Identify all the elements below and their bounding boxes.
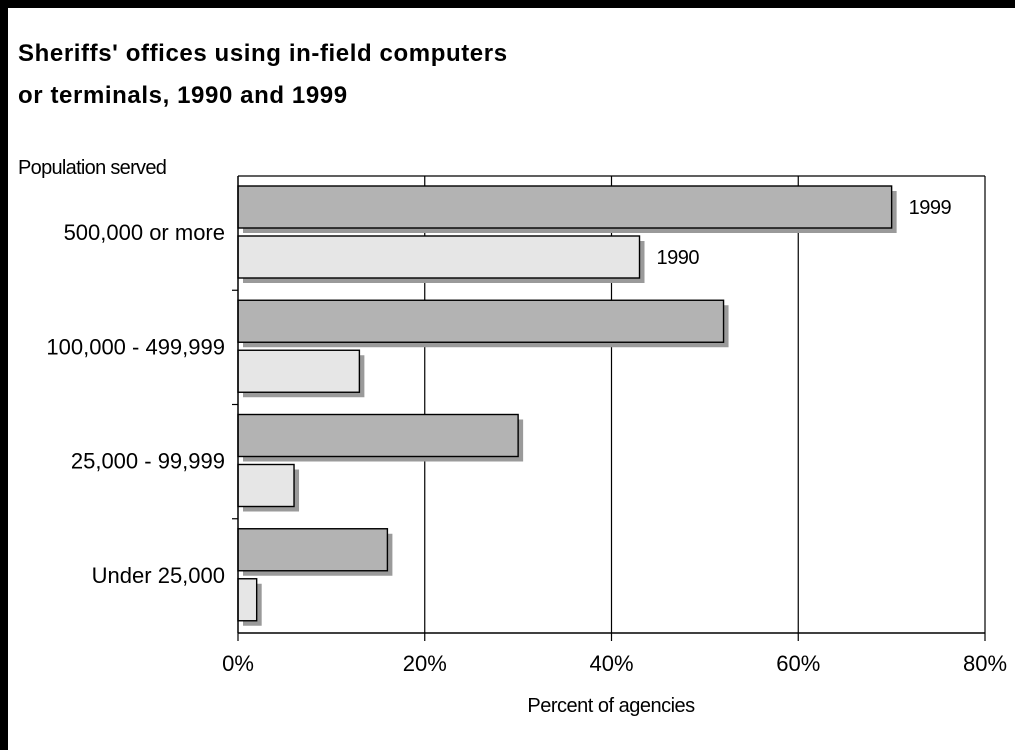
series-label-1999: 1999 [909,197,952,219]
bar-1990 [237,349,361,393]
bars [237,185,893,622]
x-tick-label: 40% [589,651,633,676]
bar-1990 [237,235,641,279]
category-label: 100,000 - 499,999 [46,334,225,359]
bar-1990 [237,578,258,622]
x-tick-label: 80% [963,651,1007,676]
x-tick-label: 20% [403,651,447,676]
chart-title-line-1: Sheriffs' offices using in-field compute… [18,40,508,67]
bar-1999 [237,413,519,458]
bar-1999 [237,185,893,229]
x-axis-title: Percent of agencies [527,695,695,717]
x-tick-label: 60% [776,651,820,676]
axes [232,175,986,641]
category-label: Under 25,000 [92,563,225,588]
category-label: 25,000 - 99,999 [71,449,225,474]
bar-1999 [237,299,725,343]
bar-1990 [237,463,295,508]
x-tick-label: 0% [222,651,254,676]
bar-1999 [237,528,389,572]
category-label: 500,000 or more [64,220,225,245]
chart-panel [8,8,1015,750]
y-axis-title: Population served [18,157,166,179]
labels: 0% 20% 40% 60% 80% 1999 1990 500,000 or more 100… [46,197,1007,676]
series-label-1990: 1990 [657,247,700,269]
chart-title-line-2: or terminals, 1990 and 1999 [18,82,348,109]
